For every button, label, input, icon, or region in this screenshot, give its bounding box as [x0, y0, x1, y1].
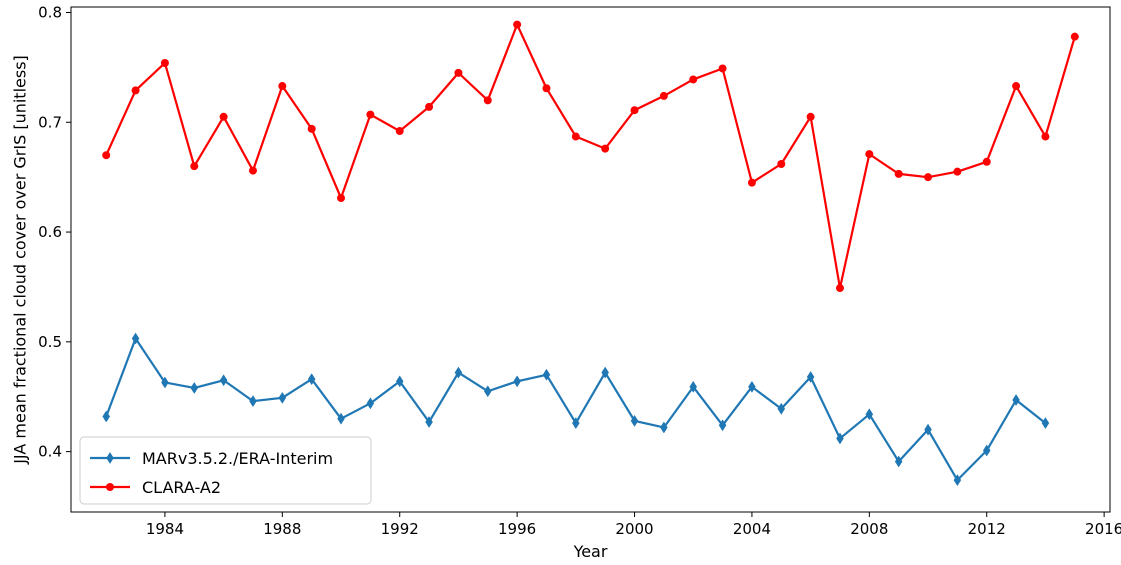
data-point	[1041, 417, 1050, 430]
data-point	[483, 385, 492, 398]
legend-box	[79, 436, 372, 505]
legend-item: CLARA-A2	[90, 478, 221, 497]
data-point	[718, 64, 727, 73]
data-point	[953, 167, 962, 176]
data-point	[865, 150, 874, 159]
data-point	[190, 381, 199, 394]
data-point	[953, 474, 962, 487]
legend-item: MARv3.5.2./ERA-Interim	[90, 449, 333, 468]
data-point	[689, 380, 698, 393]
data-point	[777, 159, 786, 168]
data-point	[337, 412, 345, 425]
legend-marker	[106, 452, 114, 464]
data-point	[894, 169, 903, 178]
data-point	[248, 166, 257, 175]
data-point	[425, 102, 434, 111]
data-point	[894, 455, 903, 468]
legend-label: MARv3.5.2./ERA-Interim	[142, 449, 333, 468]
data-point	[454, 68, 463, 77]
legend: MARv3.5.2./ERA-Interim CLARA-A2	[79, 436, 372, 505]
data-point	[395, 375, 404, 388]
data-point	[542, 368, 551, 381]
data-point	[102, 410, 111, 423]
data-point	[513, 375, 521, 388]
data-point	[601, 366, 609, 379]
data-point	[572, 417, 580, 430]
y-tick-label: 0.4	[38, 443, 62, 461]
data-point	[513, 20, 522, 29]
axes: 1984 1988 1992 1996 2000 2004 2008 2012 2016 0.4 0…	[38, 3, 1121, 538]
data-point	[278, 391, 287, 404]
data-point	[747, 178, 756, 187]
series-layer	[102, 20, 1079, 487]
data-point	[630, 414, 639, 427]
data-point	[278, 82, 287, 91]
data-point	[718, 419, 727, 432]
plot-frame	[70, 6, 1111, 513]
x-tick-label: 2016	[1085, 520, 1121, 538]
data-point	[835, 284, 844, 293]
data-point	[924, 173, 933, 182]
data-point	[689, 75, 698, 84]
data-point	[190, 162, 199, 171]
data-point	[454, 366, 463, 379]
x-tick-label: 1988	[263, 520, 301, 538]
data-point	[366, 397, 375, 410]
data-point	[483, 96, 492, 105]
series-line	[105, 23, 1076, 290]
data-point	[160, 58, 169, 67]
y-tick-label: 0.5	[38, 333, 62, 351]
x-tick-label: 2008	[850, 520, 888, 538]
x-tick-label: 1996	[498, 520, 536, 538]
data-point	[307, 124, 316, 133]
y-tick-label: 0.8	[38, 3, 62, 21]
data-point	[307, 373, 316, 386]
data-point	[571, 132, 580, 141]
x-tick-label: 2000	[615, 520, 653, 538]
data-point	[366, 110, 375, 119]
data-point	[777, 402, 786, 415]
x-axis-label: Year	[573, 542, 608, 561]
data-point	[131, 332, 140, 345]
data-point	[630, 106, 639, 115]
data-point	[542, 84, 551, 93]
data-point	[748, 380, 756, 393]
data-point	[865, 408, 874, 421]
data-point	[836, 432, 844, 445]
data-point	[161, 376, 169, 389]
data-point	[982, 157, 991, 166]
plot-area	[70, 6, 1111, 513]
data-point	[1012, 82, 1021, 91]
data-point	[395, 127, 404, 136]
data-point	[1070, 32, 1079, 41]
y-tick-label: 0.6	[38, 223, 62, 241]
data-point	[982, 444, 991, 457]
data-point	[219, 112, 228, 121]
data-point	[660, 421, 668, 434]
data-point	[806, 112, 815, 121]
x-tick-label: 2012	[968, 520, 1006, 538]
x-tick-label: 1992	[381, 520, 419, 538]
series-2	[102, 20, 1079, 293]
x-tick-label: 1984	[146, 520, 184, 538]
legend-marker	[106, 483, 114, 491]
data-point	[659, 91, 668, 100]
x-tick-label: 2004	[733, 520, 771, 538]
data-point	[924, 423, 932, 436]
data-point	[219, 374, 228, 387]
data-point	[1041, 132, 1050, 141]
data-point	[102, 151, 111, 160]
data-point	[131, 86, 140, 95]
y-tick-label: 0.7	[38, 113, 62, 131]
y-axis-label: JJA mean fractional cloud cover over GrI…	[11, 55, 30, 465]
data-point	[1012, 394, 1020, 406]
data-point	[337, 194, 346, 203]
data-point	[425, 416, 433, 428]
series-1	[102, 332, 1050, 487]
data-point	[806, 371, 815, 383]
legend-label: CLARA-A2	[142, 478, 221, 497]
data-point	[601, 144, 610, 153]
data-point	[249, 395, 257, 408]
